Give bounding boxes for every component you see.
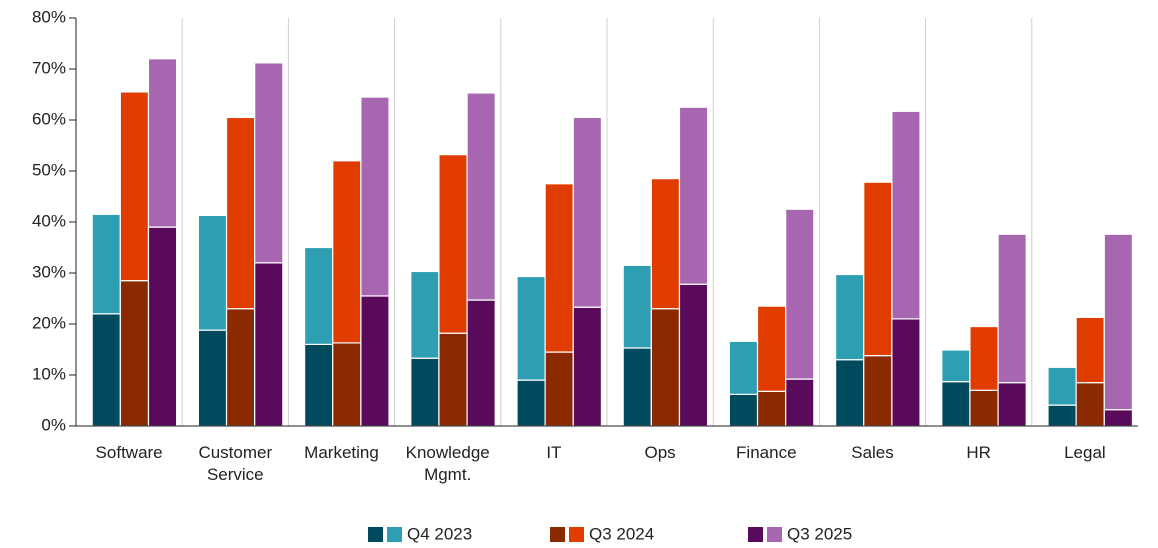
bar-segment bbox=[941, 349, 971, 383]
bar-segment bbox=[572, 306, 603, 427]
bar-segment bbox=[332, 342, 362, 427]
bar-segment bbox=[516, 379, 546, 427]
legend-swatch bbox=[569, 527, 584, 542]
bar-segment bbox=[544, 183, 574, 353]
bar-segment bbox=[678, 106, 709, 285]
x-tick-label: Finance bbox=[736, 443, 797, 462]
bar-segment bbox=[650, 308, 681, 427]
legend-swatch bbox=[550, 527, 565, 542]
bar-segment bbox=[969, 389, 999, 427]
legend-swatch bbox=[368, 527, 383, 542]
bar-segment bbox=[1103, 409, 1134, 427]
x-tick-label: Ops bbox=[644, 443, 676, 462]
bar-segment bbox=[91, 213, 121, 315]
bar-segment bbox=[997, 382, 1027, 427]
bar-segment bbox=[119, 91, 150, 282]
y-tick-label: 70% bbox=[32, 58, 66, 77]
bar-segment bbox=[197, 329, 228, 427]
bar-segment bbox=[225, 116, 256, 310]
bar-segment bbox=[225, 308, 256, 427]
bar-segment bbox=[785, 208, 815, 380]
bar-segment bbox=[863, 181, 893, 357]
legend-swatch bbox=[387, 527, 402, 542]
bar-segment bbox=[410, 357, 440, 427]
bar-segment bbox=[728, 393, 759, 427]
bar-segment bbox=[303, 246, 334, 346]
bar-segment bbox=[438, 154, 468, 334]
bar-segment bbox=[360, 295, 390, 427]
x-tick-label: Legal bbox=[1064, 443, 1106, 462]
legend-label: Q3 2024 bbox=[589, 524, 654, 543]
bar-segment bbox=[756, 390, 787, 427]
bar-segment bbox=[360, 96, 390, 297]
bar-segment bbox=[650, 178, 681, 310]
bar-segment bbox=[1047, 404, 1077, 427]
bar-segment bbox=[410, 270, 440, 359]
y-tick-label: 10% bbox=[32, 364, 66, 383]
bar-segment bbox=[516, 275, 546, 381]
bar-segment bbox=[969, 325, 999, 391]
x-tick-label: Marketing bbox=[304, 443, 379, 462]
x-tick-label: Customer Service bbox=[198, 443, 273, 484]
legend-label: Q3 2025 bbox=[787, 524, 852, 543]
bar-segment bbox=[544, 351, 574, 427]
x-tick-label: Knowledge Mgmt. bbox=[405, 443, 490, 484]
y-tick-label: 60% bbox=[32, 109, 66, 128]
bar-segment bbox=[1075, 382, 1105, 427]
y-tick-label: 50% bbox=[32, 160, 66, 179]
bar-segment bbox=[1047, 366, 1077, 406]
y-tick-label: 40% bbox=[32, 211, 66, 230]
x-tick-label: Sales bbox=[851, 443, 894, 462]
bar-segment bbox=[91, 313, 121, 427]
bar-segment bbox=[756, 305, 787, 392]
x-tick-label: Software bbox=[95, 443, 163, 462]
bar-segment bbox=[834, 359, 865, 427]
bar-segment bbox=[863, 355, 893, 427]
legend-swatch bbox=[767, 527, 782, 542]
bar-segment bbox=[785, 378, 815, 427]
bar-segment bbox=[1103, 233, 1134, 411]
x-tick-label: IT bbox=[546, 443, 562, 462]
bar-segment bbox=[303, 343, 334, 427]
bar-segment bbox=[834, 273, 865, 361]
bar-segment bbox=[147, 58, 178, 228]
bar-segment bbox=[466, 299, 496, 427]
bar-segment bbox=[254, 262, 284, 427]
bar-segment bbox=[891, 110, 921, 320]
bar-segment bbox=[997, 233, 1027, 384]
bar-segment bbox=[622, 347, 652, 427]
bar-segment bbox=[1075, 316, 1105, 384]
bar-segment bbox=[941, 381, 971, 427]
x-tick-label: HR bbox=[966, 443, 991, 462]
y-tick-label: 20% bbox=[32, 313, 66, 332]
y-tick-label: 30% bbox=[32, 262, 66, 281]
bar-segment bbox=[728, 340, 759, 395]
bar-segment bbox=[466, 92, 496, 301]
y-tick-label: 0% bbox=[41, 415, 66, 434]
bar-segment bbox=[119, 280, 150, 427]
legend-swatch bbox=[748, 527, 763, 542]
bar-segment bbox=[572, 116, 603, 308]
legend-label: Q4 2023 bbox=[407, 524, 472, 543]
bar-segment bbox=[332, 160, 362, 344]
bar-segment bbox=[197, 214, 228, 331]
bar-segment bbox=[147, 226, 178, 427]
bar-segment bbox=[438, 332, 468, 427]
bar-segment bbox=[891, 318, 921, 427]
bar-segment bbox=[678, 283, 709, 427]
bar-segment bbox=[254, 62, 284, 264]
y-tick-label: 80% bbox=[32, 7, 66, 26]
bar-segment bbox=[622, 264, 652, 349]
